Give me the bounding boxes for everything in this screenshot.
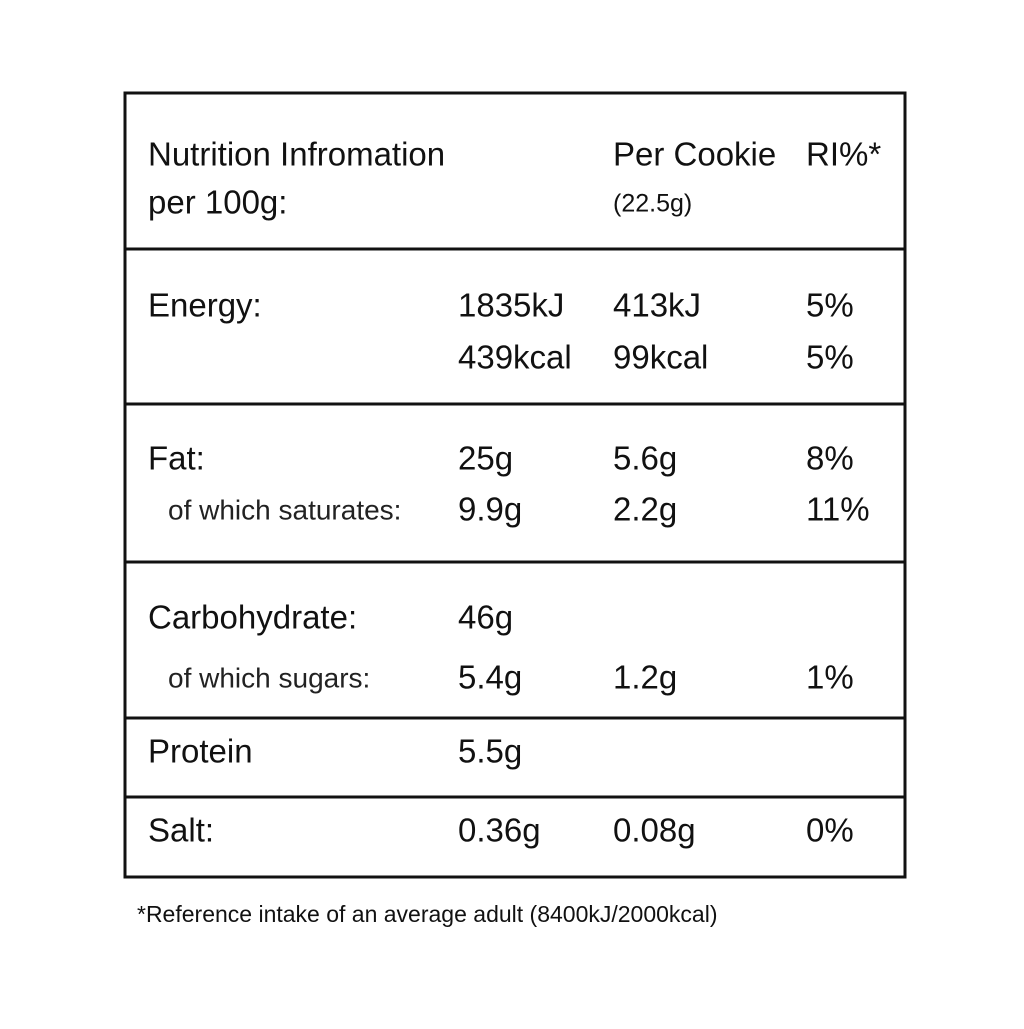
value-ri: 8% <box>806 440 854 477</box>
value-per-cookie: 99kcal <box>613 339 708 376</box>
row-label: Energy: <box>148 287 262 324</box>
value-ri: 5% <box>806 339 854 376</box>
footnote: *Reference intake of an average adult (8… <box>137 901 717 927</box>
row-label: Protein <box>148 733 253 770</box>
value-per-cookie: 1.2g <box>613 659 677 696</box>
header-per: per 100g: <box>148 184 287 221</box>
value-per-100g: 25g <box>458 440 513 477</box>
value-per-100g: 5.5g <box>458 733 522 770</box>
value-ri: 0% <box>806 812 854 849</box>
header-ri: RI%* <box>806 136 881 173</box>
value-ri: 1% <box>806 659 854 696</box>
value-per-100g: 9.9g <box>458 491 522 528</box>
header-title: Nutrition Infromation <box>148 136 445 173</box>
value-per-100g: 439kcal <box>458 339 572 376</box>
value-ri: 11% <box>806 491 870 528</box>
value-per-cookie: 2.2g <box>613 491 677 528</box>
value-per-100g: 1835kJ <box>458 287 564 324</box>
value-ri: 5% <box>806 287 854 324</box>
sub-label: of which saturates: <box>168 494 401 525</box>
row-label: Carbohydrate: <box>148 599 357 636</box>
value-per-cookie: 413kJ <box>613 287 701 324</box>
value-per-cookie: 5.6g <box>613 440 677 477</box>
value-per-100g: 5.4g <box>458 659 522 696</box>
value-per-cookie: 0.08g <box>613 812 696 849</box>
header-serving: (22.5g) <box>613 190 692 218</box>
row-label: Salt: <box>148 812 214 849</box>
header-per-cookie: Per Cookie <box>613 136 776 173</box>
value-per-100g: 0.36g <box>458 812 541 849</box>
value-per-100g: 46g <box>458 599 513 636</box>
row-label: Fat: <box>148 440 205 477</box>
sub-label: of which sugars: <box>168 662 370 693</box>
table-border <box>123 91 907 879</box>
